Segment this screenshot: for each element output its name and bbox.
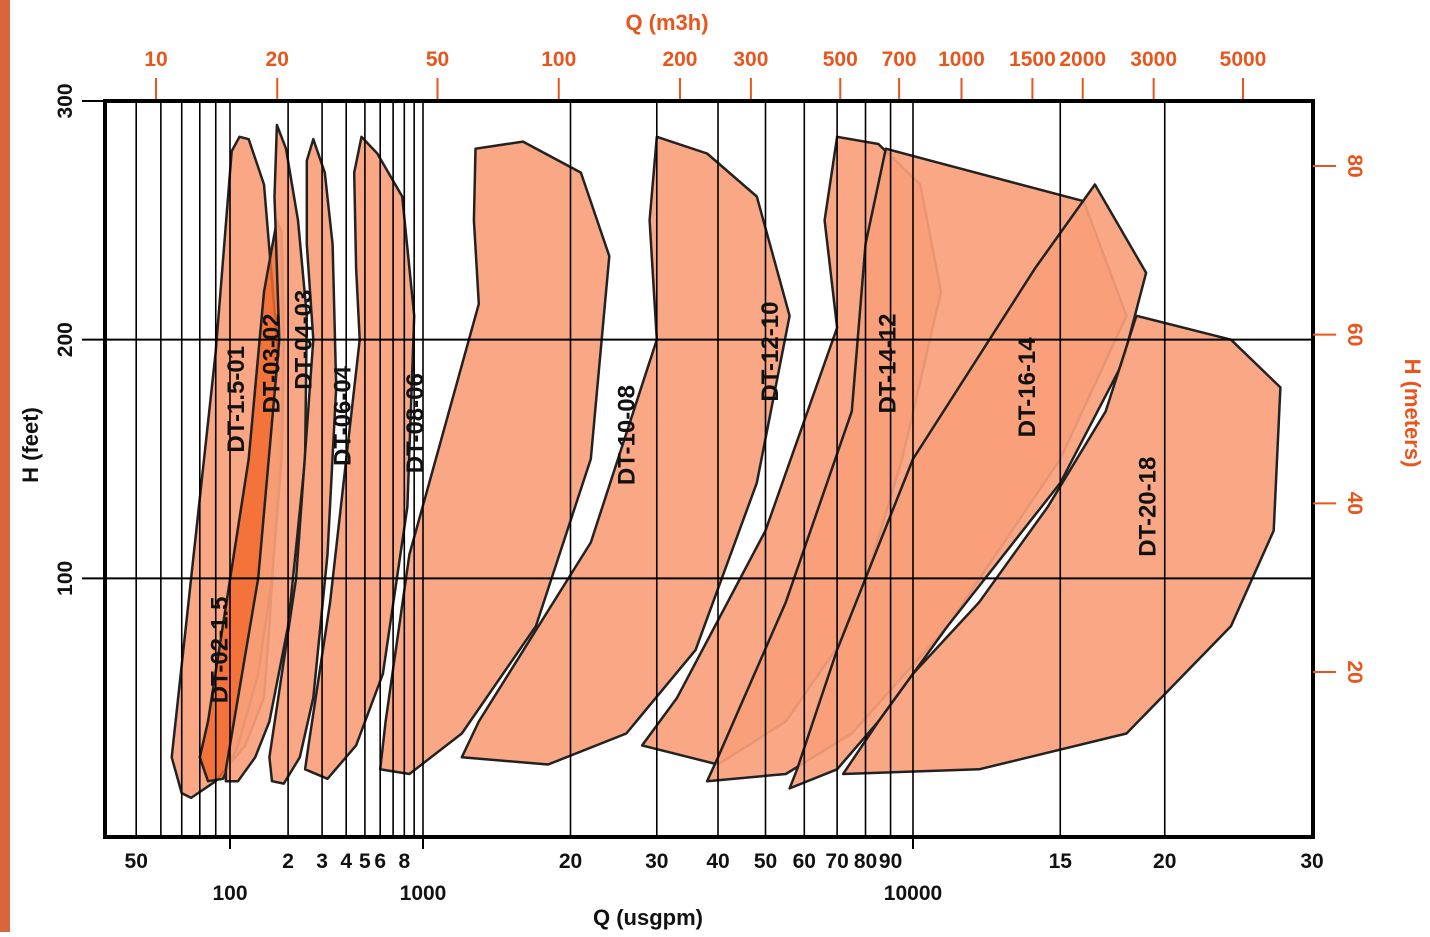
bottom-minor-label-600: 6: [374, 850, 386, 873]
pump-regions: [170, 123, 1282, 800]
series-label-dt-1-5-01: DT-1.5-01: [223, 346, 250, 453]
top-tick-label-50: 50: [426, 48, 449, 71]
top-axis-title: Q (m3h): [625, 10, 708, 35]
left-axis-title: H (feet): [18, 407, 43, 483]
bottom-minor-label-15000: 15: [1049, 850, 1073, 873]
top-tick-label-200: 200: [662, 48, 697, 71]
top-tick-label-700: 700: [882, 48, 917, 71]
right-axis: 20 40 60 80: [1313, 154, 1366, 684]
top-tick-label-1000: 1000: [938, 48, 985, 71]
region-dt-08-06: [378, 140, 611, 776]
top-tick-label-2000: 2000: [1059, 48, 1106, 71]
bottom-minor-label-400: 4: [340, 850, 352, 873]
bottom-minor-label-6000: 60: [793, 850, 816, 873]
top-tick-label-1500: 1500: [1009, 48, 1056, 71]
bottom-decade-label-10000: 10000: [884, 882, 942, 905]
top-axis: 10 20 50 100 200 300 500 700 1000 1500 2000 3000 500…: [144, 48, 1266, 99]
bottom-decade-label-100: 100: [212, 882, 247, 905]
bottom-minor-label-20000: 20: [1153, 850, 1176, 873]
left-axis: 100 200 300: [54, 83, 105, 596]
series-label-dt-04-03: DT-04-03: [291, 290, 318, 390]
left-tick-label-100: 100: [54, 561, 77, 596]
bottom-axis-title: Q (usgpm): [593, 905, 703, 930]
bottom-axis: 50 2 3 4 5 6 8 20 30 40 50 60 70 80 90 15 20 30 100 1000 100…: [125, 837, 1324, 905]
bottom-minor-label-5000: 50: [754, 850, 777, 873]
right-tick-label-20: 20: [1343, 660, 1366, 683]
series-label-dt-03-02: DT-03-02: [258, 313, 285, 413]
bottom-minor-label-7000: 70: [825, 850, 848, 873]
plot-frame: [103, 99, 1315, 839]
bottom-minor-label-300: 3: [316, 850, 328, 873]
top-tick-label-5000: 5000: [1220, 48, 1267, 71]
bottom-minor-label-8000: 80: [854, 850, 877, 873]
top-tick-label-500: 500: [823, 48, 858, 71]
top-tick-label-3000: 3000: [1130, 48, 1177, 71]
bottom-minor-label-30000: 30: [1300, 850, 1323, 873]
series-labels: DT-1.5-01 DT-02-1.5 DT-03-02 DT-04-03 DT-06-…: [206, 290, 1161, 704]
series-label-dt-08-06: DT-08-06: [402, 373, 429, 473]
series-label-dt-16-14: DT-16-14: [1014, 337, 1041, 438]
bottom-minor-label-500: 5: [359, 850, 371, 873]
series-label-dt-14-12: DT-14-12: [874, 313, 901, 413]
series-label-dt-20-18: DT-20-18: [1135, 457, 1162, 557]
left-tick-label-300: 300: [54, 83, 77, 118]
region-dt-03-02: [224, 123, 309, 783]
top-tick-label-10: 10: [144, 48, 167, 71]
series-label-dt-10-08: DT-10-08: [613, 385, 640, 485]
bottom-minor-label-2000: 20: [559, 850, 582, 873]
top-tick-label-300: 300: [733, 48, 768, 71]
right-tick-label-80: 80: [1343, 154, 1366, 177]
bottom-minor-label-800: 8: [398, 850, 410, 873]
bottom-minor-label-200: 2: [282, 850, 294, 873]
left-accent-bar: [0, 0, 10, 932]
bottom-minor-label-4000: 40: [706, 850, 729, 873]
right-tick-label-60: 60: [1343, 323, 1366, 346]
region-dt-20-18: [841, 314, 1282, 776]
region-dt-10-08: [460, 135, 791, 766]
top-tick-label-20: 20: [266, 48, 289, 71]
series-label-dt-12-10: DT-12-10: [757, 302, 784, 402]
bottom-decade-label-1000: 1000: [400, 882, 447, 905]
bottom-minor-label-50: 50: [125, 850, 148, 873]
grid-lines: [105, 101, 1313, 837]
region-dt-04-03: [268, 137, 338, 785]
right-tick-label-40: 40: [1343, 492, 1366, 515]
left-tick-label-200: 200: [54, 322, 77, 357]
bottom-minor-label-9000: 90: [879, 850, 902, 873]
bottom-minor-label-3000: 30: [645, 850, 668, 873]
series-label-dt-06-04: DT-06-04: [329, 365, 356, 466]
top-tick-label-100: 100: [541, 48, 576, 71]
series-label-dt-02-1-5: DT-02-1.5: [206, 597, 233, 704]
right-axis-title: H (meters): [1400, 359, 1425, 468]
